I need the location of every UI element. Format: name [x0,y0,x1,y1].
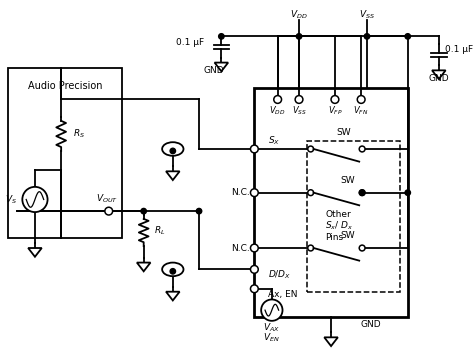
Text: $V_{FP}$: $V_{FP}$ [328,105,342,117]
Text: Ax, EN: Ax, EN [268,290,297,299]
Text: N.C.: N.C. [231,244,249,253]
Circle shape [196,209,202,214]
Text: $V_{DD}$: $V_{DD}$ [269,105,286,117]
Circle shape [308,146,314,152]
Bar [307,141,400,292]
Text: $V_{AX}$: $V_{AX}$ [263,321,280,334]
Text: $V_S$: $V_S$ [6,193,18,206]
Circle shape [405,190,410,195]
Text: $V_{EN}$: $V_{EN}$ [264,331,280,344]
Text: $V_{OUT}$: $V_{OUT}$ [96,192,118,205]
Polygon shape [215,63,228,71]
Circle shape [250,244,258,252]
Text: $S_X$: $S_X$ [268,135,280,147]
Polygon shape [432,70,446,79]
Text: GND: GND [428,74,449,83]
Circle shape [141,209,146,214]
Text: $V_{FN}$: $V_{FN}$ [353,105,369,117]
Text: $V_{SS}$: $V_{SS}$ [359,9,375,21]
Text: $R_L$: $R_L$ [154,224,166,237]
Text: N.C.: N.C. [231,188,249,197]
Circle shape [250,145,258,153]
Text: Audio Precision: Audio Precision [28,81,102,91]
Circle shape [274,96,282,103]
Text: 0.1 μF: 0.1 μF [445,46,473,55]
Circle shape [250,189,258,197]
Ellipse shape [162,142,183,156]
Circle shape [170,148,176,154]
Circle shape [261,300,283,321]
Text: GND: GND [203,66,224,75]
Polygon shape [166,171,180,180]
Circle shape [22,187,48,212]
Circle shape [359,190,365,195]
Text: SW: SW [336,128,351,137]
Circle shape [364,33,370,39]
Text: $V_{SS}$: $V_{SS}$ [292,105,306,117]
Ellipse shape [162,262,183,276]
Circle shape [405,33,410,39]
Circle shape [359,146,365,152]
Text: 0.1 μF: 0.1 μF [176,38,204,47]
Circle shape [105,207,113,215]
Polygon shape [166,292,180,300]
Text: $V_{DD}$: $V_{DD}$ [290,9,308,21]
Bar [8,68,123,238]
Circle shape [218,33,224,39]
Circle shape [308,245,314,251]
Text: SW: SW [340,175,355,185]
Text: Other: Other [325,210,351,218]
Circle shape [308,190,314,195]
Circle shape [296,33,302,39]
Text: $R_S$: $R_S$ [73,127,85,140]
Bar [254,88,408,317]
Polygon shape [137,262,151,271]
Text: $S_x$/ $D_x$: $S_x$/ $D_x$ [325,219,353,232]
Circle shape [295,96,303,103]
Circle shape [357,96,365,103]
Text: SW: SW [340,231,355,240]
Circle shape [360,190,365,195]
Circle shape [359,245,365,251]
Text: $D/ D_X$: $D/ D_X$ [268,269,291,281]
Polygon shape [324,337,338,346]
Circle shape [250,265,258,273]
Polygon shape [28,248,42,257]
Circle shape [250,285,258,293]
Text: Pins: Pins [325,233,343,242]
Circle shape [331,96,339,103]
Circle shape [170,269,176,274]
Text: GND: GND [360,320,381,329]
